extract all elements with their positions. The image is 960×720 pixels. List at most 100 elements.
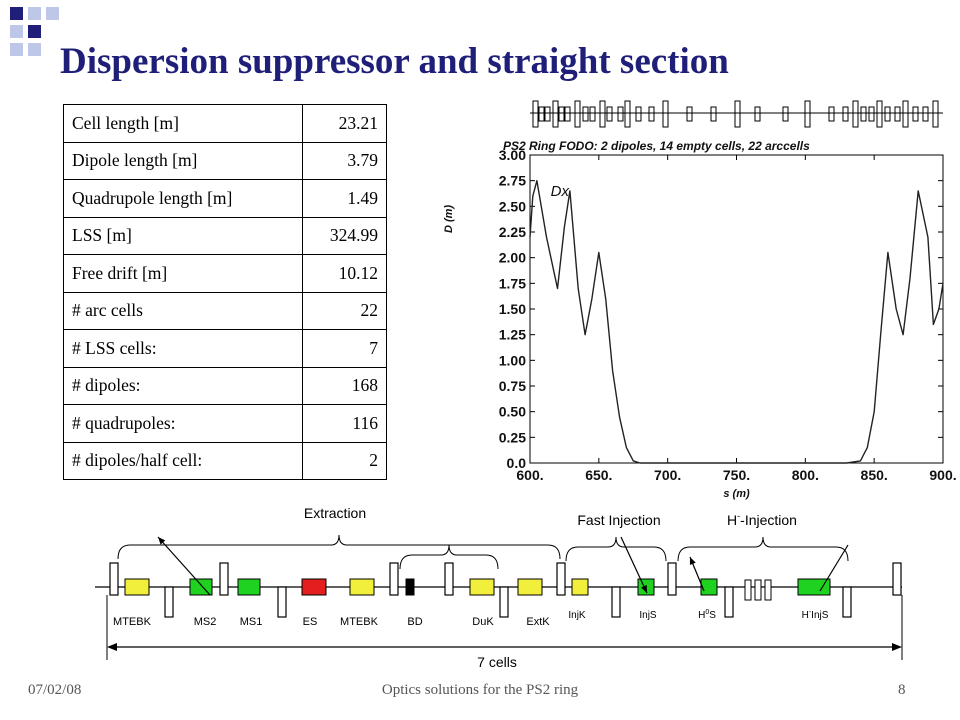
param-value: 324.99 [302, 216, 387, 255]
lattice-element-label: MS2 [194, 616, 217, 628]
kicker [754, 579, 762, 601]
strip-magnet [894, 106, 901, 122]
lattice-element-label: MTEBK [113, 616, 152, 628]
y-tick-label: 0.50 [499, 404, 526, 420]
chart-title: PS2 Ring FODO: 2 dipoles, 14 empty cells… [503, 139, 810, 153]
param-label: LSS [m] [63, 216, 303, 255]
lattice-element-label: ES [303, 616, 318, 628]
quadrupole [892, 562, 902, 596]
table-row: Quadrupole length [m] 1.49 [63, 179, 387, 218]
parameter-table: Cell length [m] 23.21 Dipole length [m] 3.7… [63, 104, 387, 480]
inner-brace [399, 544, 499, 570]
y-tick-label: 0.0 [507, 455, 527, 471]
strip-magnet [932, 100, 939, 128]
strip-magnet [754, 106, 761, 122]
lattice-element-label: DuK [472, 616, 494, 628]
y-tick-label: 2.75 [499, 173, 526, 189]
extraction-arrow-head [158, 537, 166, 545]
quadrupole [164, 586, 174, 618]
strip-magnet [648, 106, 655, 122]
kicker [744, 579, 752, 601]
param-value: 3.79 [302, 141, 387, 180]
lattice-element [349, 578, 375, 596]
quadrupole [277, 586, 287, 618]
corner-decoration [0, 0, 70, 60]
param-value: 10.12 [302, 254, 387, 293]
footer-date: 07/02/08 [28, 682, 82, 698]
lattice-element [189, 578, 213, 596]
strip-magnet [902, 100, 909, 128]
h-injection-arrow [819, 544, 849, 592]
strip-magnet [868, 106, 875, 122]
strip-magnet [558, 106, 565, 122]
dispersion-chart: PS2 Ring FODO: 2 dipoles, 14 empty cells… [443, 100, 957, 500]
y-axis-label: D (m) [443, 205, 455, 233]
h-injection-label: H--Injection [727, 511, 797, 528]
slide-title: Dispersion suppressor and straight secti… [60, 41, 729, 82]
strip-magnet [662, 100, 669, 128]
lattice-element [469, 578, 495, 596]
h0s-arrow-head [689, 557, 696, 565]
y-tick-label: 1.50 [499, 301, 526, 317]
x-tick-label: 750. [723, 467, 750, 483]
quadrupole [556, 562, 566, 596]
x-axis-label: s (m) [723, 488, 750, 500]
table-row: # arc cells 22 [63, 291, 387, 330]
extraction-arrow [157, 536, 211, 596]
strip-magnet [860, 106, 867, 122]
lattice-strip [530, 100, 943, 128]
strip-magnet [876, 100, 883, 128]
plot-area: 0.0 0.25 0.50 0.75 1.00 1.25 1.50 1.75 2.00 2.25 2… [443, 147, 957, 500]
lattice-element-label: MTEBK [340, 616, 379, 628]
dimension-arrow-right [892, 643, 902, 651]
param-label: # LSS cells: [63, 329, 303, 368]
y-tick-label: 1.00 [499, 352, 526, 368]
series-label: Dx [551, 183, 570, 200]
lattice-element [517, 578, 543, 596]
strip-magnet [564, 106, 571, 122]
lattice-diagram: MTEBK MS2 MS1 ES MTEBK BD DuK ExtK InjK InjS H0S H-… [95, 505, 903, 670]
plot-frame [529, 154, 944, 464]
strip-magnet [552, 100, 559, 128]
param-value: 23.21 [302, 104, 387, 143]
strip-magnet [624, 100, 631, 128]
quadrupole [667, 562, 677, 596]
table-row: LSS [m] 324.99 [63, 216, 387, 255]
param-label: Quadrupole length [m] [63, 179, 303, 218]
quadrupole [842, 586, 852, 618]
kicker [764, 579, 772, 601]
extraction-brace [117, 534, 561, 560]
table-row: Dipole length [m] 3.79 [63, 141, 387, 180]
strip-magnet [884, 106, 891, 122]
param-label: Dipole length [m] [63, 141, 303, 180]
extraction-label: Extraction [304, 505, 366, 521]
fast-injection-brace [565, 536, 667, 562]
lattice-element-label: H-InjS [802, 609, 829, 621]
x-tick-label: 900. [929, 467, 956, 483]
y-tick-label: 2.00 [499, 250, 526, 266]
strip-magnet [686, 106, 693, 122]
y-tick-label: 2.50 [499, 198, 526, 214]
y-tick-label: 0.75 [499, 378, 526, 394]
fast-injection-arrow [620, 536, 648, 594]
series-line [529, 180, 944, 464]
param-label: # dipoles: [63, 366, 303, 405]
strip-magnet [804, 100, 811, 128]
table-row: # quadrupoles: 116 [63, 404, 387, 443]
param-value: 1.49 [302, 179, 387, 218]
param-label: Cell length [m] [63, 104, 303, 143]
quadrupole [724, 586, 734, 618]
quadrupole [444, 562, 454, 596]
quadrupole [389, 562, 399, 596]
fast-injection-arrow-head [641, 585, 647, 593]
strip-magnet [582, 106, 589, 122]
strip-magnet [574, 100, 581, 128]
lattice-element-label: InjS [639, 610, 657, 621]
strip-magnet [922, 106, 929, 122]
quadrupole [611, 586, 621, 618]
strip-magnet [532, 100, 539, 128]
x-tick-label: 650. [585, 467, 612, 483]
param-value: 2 [302, 441, 387, 480]
quadrupole [219, 562, 229, 596]
strip-magnet [782, 106, 789, 122]
